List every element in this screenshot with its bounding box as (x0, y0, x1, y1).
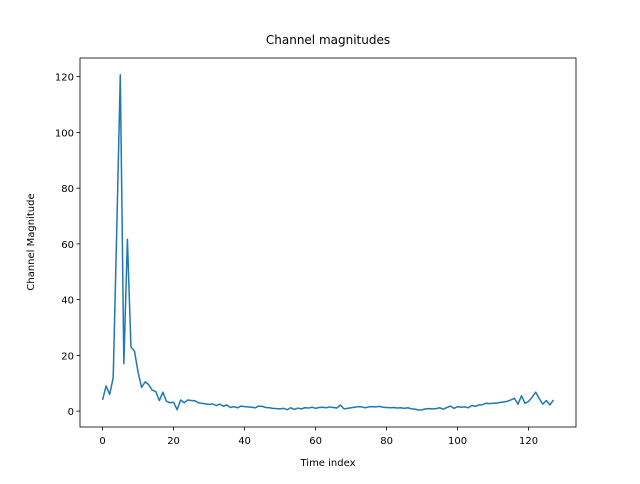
x-tick-label: 100 (448, 436, 467, 447)
chart-title: Channel magnitudes (266, 33, 390, 47)
y-tick-label: 0 (68, 407, 74, 418)
y-tick-label: 120 (55, 73, 74, 84)
y-tick-label: 80 (61, 184, 74, 195)
x-tick-label: 80 (380, 436, 393, 447)
data-line (101, 73, 555, 411)
x-tick-label: 0 (99, 436, 105, 447)
y-tick-label: 60 (61, 240, 74, 251)
y-tick-label: 40 (61, 296, 74, 307)
x-tick-label: 20 (167, 436, 180, 447)
x-tick-label: 60 (309, 436, 322, 447)
x-tick-label: 120 (519, 436, 538, 447)
x-axis-label: Time index (299, 458, 355, 469)
y-tick-label: 20 (61, 351, 74, 362)
plot-frame (79, 57, 577, 428)
x-tick-label: 40 (238, 436, 251, 447)
y-axis-label: Channel Magnitude (26, 193, 37, 290)
y-tick-label: 100 (55, 128, 74, 139)
